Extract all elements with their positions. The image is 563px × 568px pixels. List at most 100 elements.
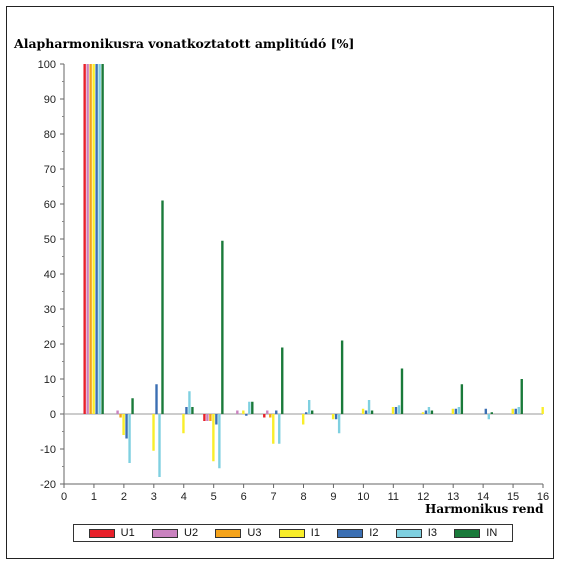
y-tick-label: 50 xyxy=(44,234,56,246)
bar-in-h6 xyxy=(251,401,254,414)
bar-i2-h5 xyxy=(215,414,218,425)
bar-u3-h2 xyxy=(119,414,122,418)
legend-label: I1 xyxy=(310,527,320,539)
legend-item-in: IN xyxy=(454,527,497,539)
bar-i3-h1 xyxy=(98,64,101,414)
x-tick-label: 3 xyxy=(151,491,157,503)
x-tick-label: 10 xyxy=(357,491,369,503)
legend-swatch xyxy=(88,528,115,538)
bar-i2-h10 xyxy=(364,410,368,414)
bar-u1-h1 xyxy=(83,64,86,414)
bar-in-h13 xyxy=(460,384,464,414)
y-tick-label: -20 xyxy=(40,479,56,491)
x-axis-title: Harmonikus rend xyxy=(425,502,544,516)
legend-swatch xyxy=(454,528,481,538)
legend-swatch xyxy=(278,528,305,538)
bar-in-h8 xyxy=(310,410,314,414)
bar-i2-h1 xyxy=(95,64,98,414)
x-tick-label: 11 xyxy=(388,491,399,503)
bar-i2-h7 xyxy=(275,410,278,414)
legend-swatch xyxy=(395,528,422,538)
bar-in-h9 xyxy=(340,340,344,414)
bar-in-h1 xyxy=(101,64,104,414)
bar-i3-h14 xyxy=(487,414,491,420)
legend-label: IN xyxy=(486,527,498,539)
x-tick-label: 4 xyxy=(181,491,187,503)
y-tick-label: 90 xyxy=(44,94,56,106)
bar-i3-h2 xyxy=(128,414,131,463)
bars-group xyxy=(83,64,544,477)
legend-label: I2 xyxy=(369,527,379,539)
bar-i3-h7 xyxy=(278,414,281,444)
bar-i3-h4 xyxy=(188,391,191,414)
bar-i3-h11 xyxy=(397,405,401,414)
y-tick-label: 30 xyxy=(44,304,56,316)
bar-i3-h12 xyxy=(427,407,431,414)
legend-item-u1: U1 xyxy=(88,527,135,539)
x-tick-label: 12 xyxy=(417,491,429,503)
bar-u3-h1 xyxy=(89,64,92,414)
x-axis: 0 1 2 3 4 5 6 7 8 9 10 11 12 13 14 15 16 xyxy=(61,413,549,503)
bar-in-h4 xyxy=(191,407,194,414)
y-tick-label: 70 xyxy=(44,164,56,176)
x-tick-label: 14 xyxy=(477,491,489,503)
bar-i1-h10 xyxy=(361,408,365,414)
bar-i2-h9 xyxy=(334,414,338,420)
x-tick-label: 5 xyxy=(211,491,217,503)
bar-i1-h3 xyxy=(152,414,155,451)
bar-i3-h13 xyxy=(457,407,461,414)
bar-in-h2 xyxy=(131,398,134,414)
x-tick-label: 15 xyxy=(507,491,519,503)
bar-u2-h1 xyxy=(86,64,89,414)
x-tick-label: 9 xyxy=(330,491,336,503)
bar-i2-h2 xyxy=(125,414,128,439)
x-tick-label: 13 xyxy=(447,491,459,503)
x-tick-label: 2 xyxy=(121,491,127,503)
bar-i3-h3 xyxy=(158,414,161,477)
bar-in-h14 xyxy=(490,412,493,414)
bar-u1-h7 xyxy=(263,414,266,418)
bar-i1-h16 xyxy=(541,407,544,414)
bar-in-h7 xyxy=(281,347,284,414)
legend-label: I3 xyxy=(427,527,437,539)
y-tick-label: 100 xyxy=(38,59,56,71)
legend-item-u3: U3 xyxy=(215,527,261,539)
legend-item-i3: I3 xyxy=(395,527,437,539)
legend-item-u2: U2 xyxy=(152,527,198,539)
y-tick-label: 10 xyxy=(44,374,56,386)
legend-swatch xyxy=(152,528,179,538)
bar-i2-h12 xyxy=(424,410,428,414)
legend: U1 U2 U3 I1 I2 I3 IN xyxy=(73,524,513,542)
bar-i3-h8 xyxy=(307,400,311,414)
bar-i3-h6 xyxy=(248,401,251,414)
bar-i1-h11 xyxy=(391,407,395,414)
bar-i1-h15 xyxy=(511,408,514,414)
y-tick-label: 0 xyxy=(50,409,56,421)
bar-i1-h8 xyxy=(302,414,305,425)
bar-u2-h7 xyxy=(266,410,269,414)
y-axis: -20 -10 0 10 20 30 40 50 60 70 80 90 100 xyxy=(38,59,65,491)
chart-title: Alapharmonikusra vonatkoztatott amplitúd… xyxy=(14,36,355,51)
legend-swatch xyxy=(215,528,242,538)
bar-u2-h5 xyxy=(206,414,209,421)
legend-label: U3 xyxy=(247,527,262,539)
bar-i1-h9 xyxy=(331,414,335,420)
bar-i2-h4 xyxy=(185,407,188,414)
bar-i1-h2 xyxy=(122,414,125,435)
bar-i1-h7 xyxy=(272,414,275,444)
bar-i2-h14 xyxy=(484,408,488,414)
legend-label: U2 xyxy=(184,527,199,539)
bar-u3-h5 xyxy=(209,414,212,421)
legend-swatch xyxy=(337,528,364,538)
x-tick-label: 7 xyxy=(271,491,277,503)
bar-u2-h2 xyxy=(116,410,119,414)
legend-item-i1: I1 xyxy=(278,527,320,539)
x-tick-label: 8 xyxy=(300,491,306,503)
x-tick-label: 6 xyxy=(241,491,247,503)
bar-i2-h3 xyxy=(155,384,158,414)
y-tick-label: 80 xyxy=(44,129,56,141)
bar-i3-h5 xyxy=(218,414,221,469)
bar-i3-h9 xyxy=(337,414,341,434)
bar-in-h3 xyxy=(161,200,164,414)
